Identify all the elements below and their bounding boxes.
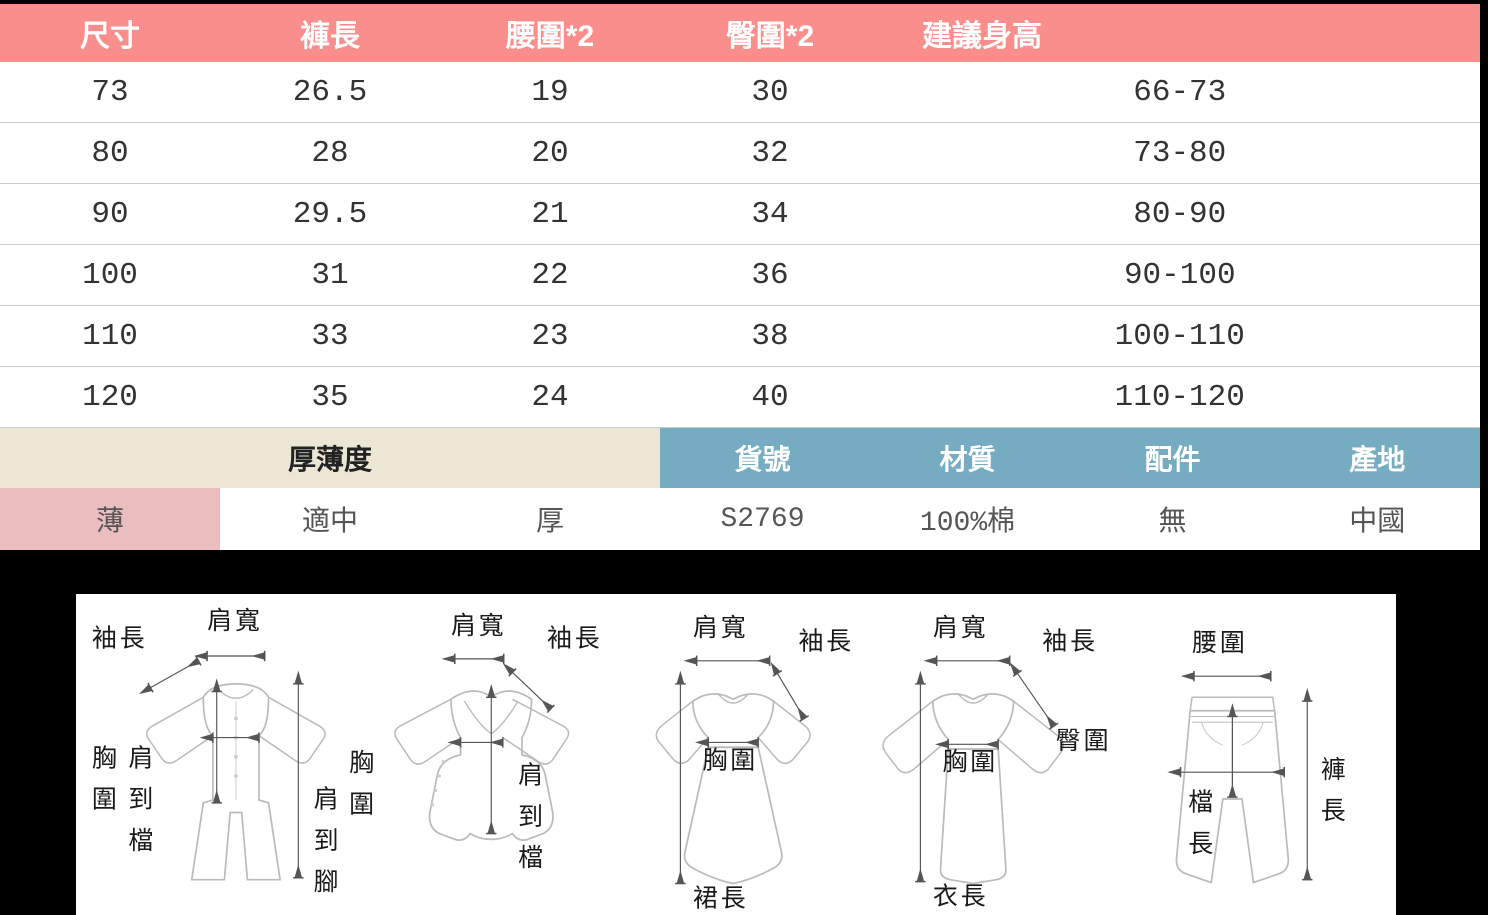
svg-text:褲: 褲 xyxy=(1321,756,1349,784)
svg-text:臀圍: 臀圍 xyxy=(1056,727,1112,755)
svg-text:袖長: 袖長 xyxy=(92,624,148,652)
svg-text:肩: 肩 xyxy=(518,762,546,790)
svg-text:檔: 檔 xyxy=(128,827,156,855)
svg-text:肩寬: 肩寬 xyxy=(451,612,507,640)
svg-text:長: 長 xyxy=(1188,830,1216,858)
svg-text:圍: 圍 xyxy=(92,786,120,814)
svg-text:到: 到 xyxy=(314,827,342,855)
svg-text:胸圍: 胸圍 xyxy=(702,746,758,774)
svg-text:圍: 圍 xyxy=(349,790,377,818)
svg-text:衣長: 衣長 xyxy=(933,883,989,911)
svg-text:胸: 胸 xyxy=(92,744,120,772)
svg-text:裙長: 裙長 xyxy=(693,885,749,913)
svg-text:肩寬: 肩寬 xyxy=(933,614,989,642)
svg-text:胸圍: 胸圍 xyxy=(942,748,998,776)
svg-text:袖長: 袖長 xyxy=(798,627,854,655)
svg-text:長: 長 xyxy=(1321,797,1349,825)
svg-text:胸: 胸 xyxy=(349,749,377,777)
svg-text:腳: 腳 xyxy=(314,868,342,896)
svg-text:檔: 檔 xyxy=(518,844,546,872)
svg-text:肩寬: 肩寬 xyxy=(207,607,263,635)
svg-text:肩寬: 肩寬 xyxy=(693,614,749,642)
svg-text:檔: 檔 xyxy=(1188,789,1216,817)
svg-text:到: 到 xyxy=(128,786,156,814)
svg-text:肩: 肩 xyxy=(128,744,156,772)
svg-text:袖長: 袖長 xyxy=(1042,627,1098,655)
svg-text:腰圍: 腰圍 xyxy=(1192,629,1248,657)
svg-text:肩: 肩 xyxy=(314,786,342,814)
svg-text:袖長: 袖長 xyxy=(547,624,603,652)
svg-text:到: 到 xyxy=(518,803,546,831)
